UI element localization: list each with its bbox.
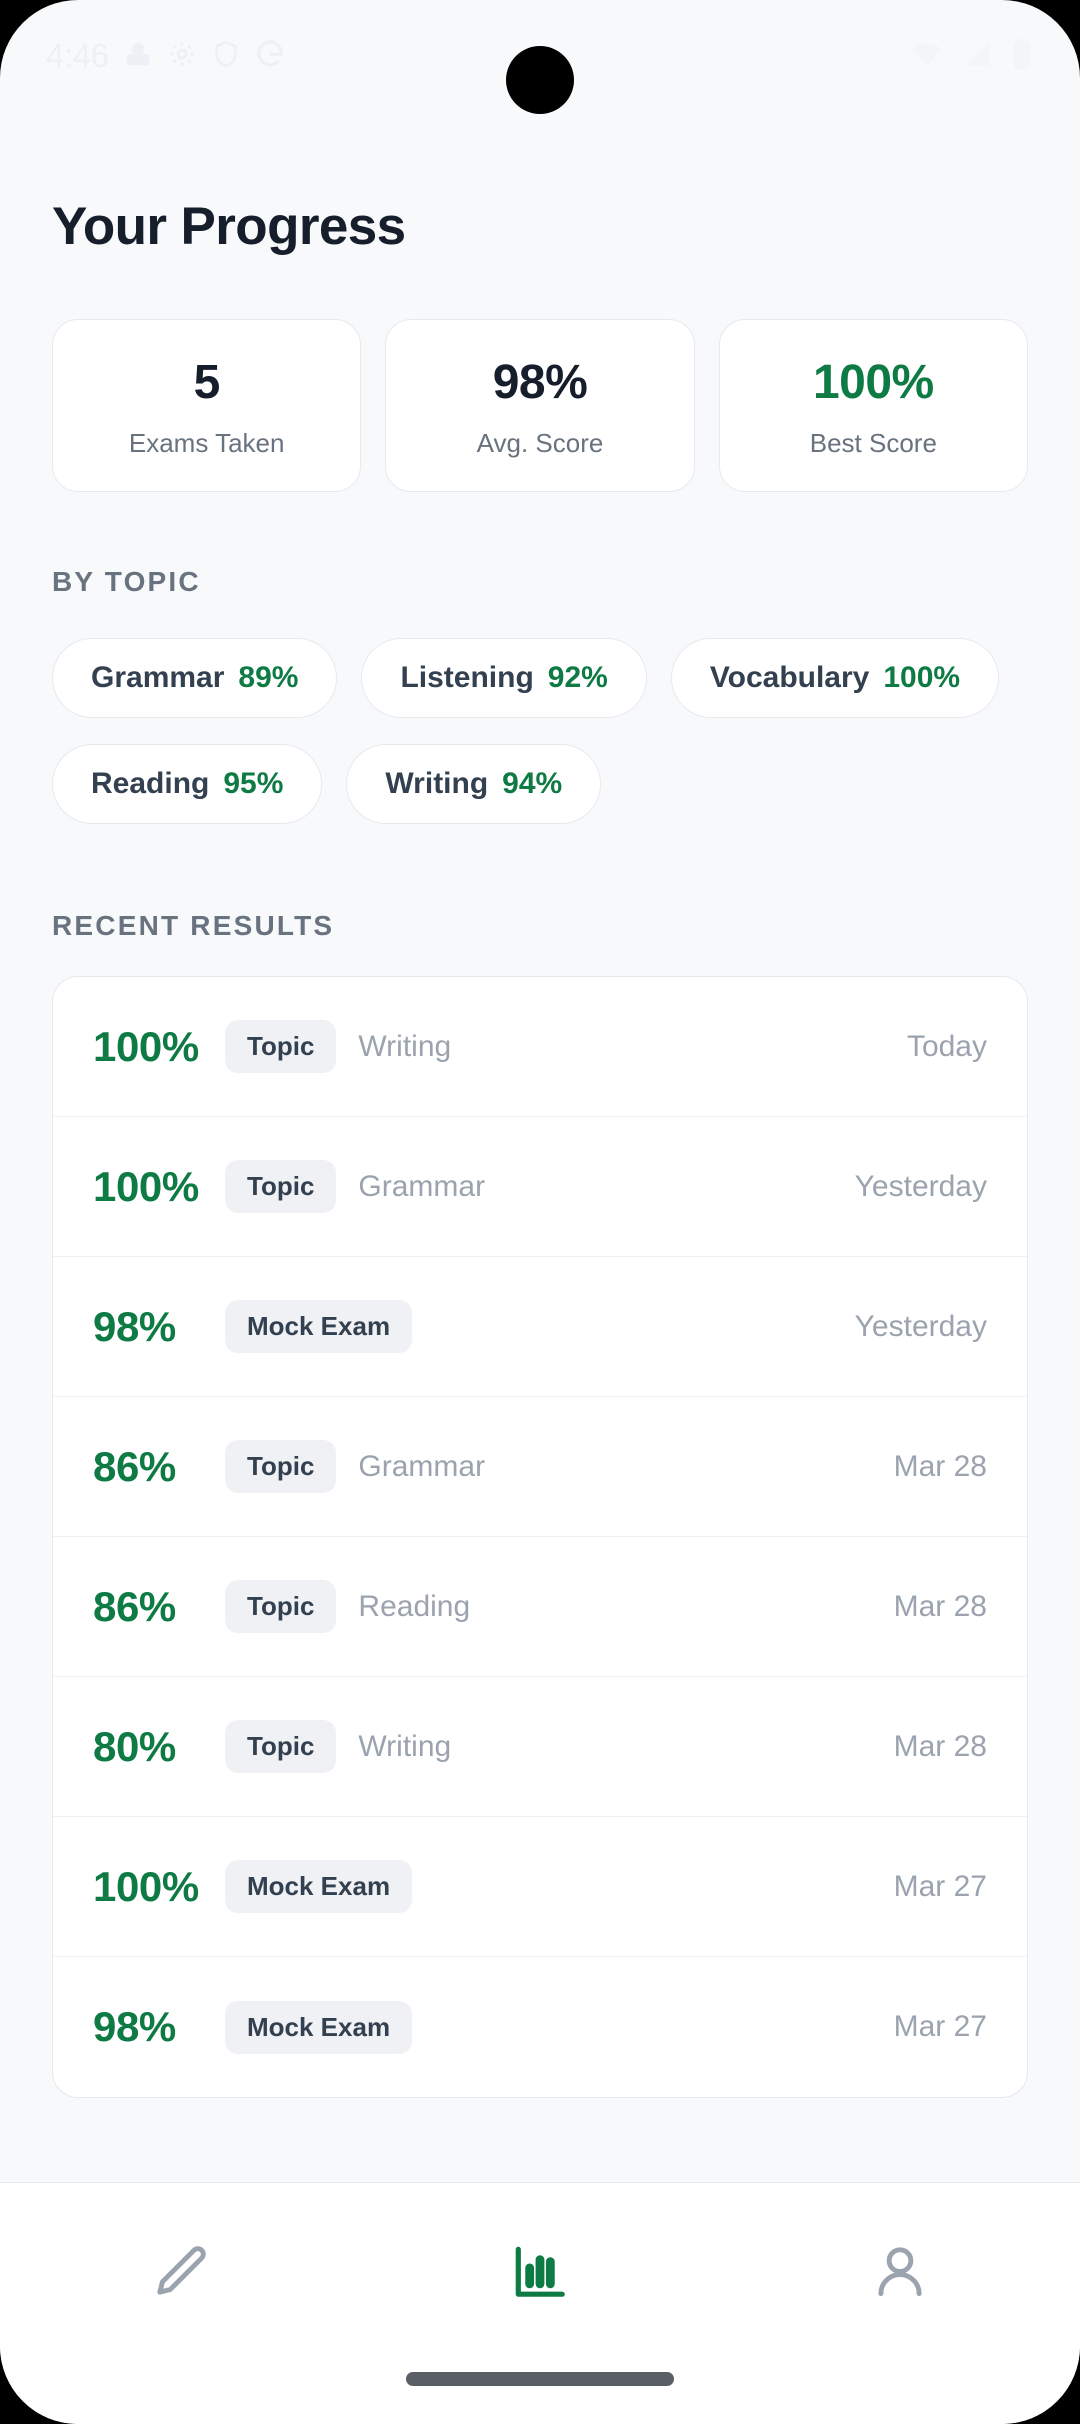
topic-chip-label: Vocabulary — [709, 661, 870, 695]
table-row[interactable]: 80% Topic Writing Mar 28 — [53, 1677, 1027, 1818]
topic-chip-label: Reading — [91, 767, 210, 801]
result-type-badge: Mock Exam — [225, 2000, 413, 2054]
nav-item-progress[interactable] — [360, 2183, 720, 2308]
result-type-badge: Topic — [225, 1160, 337, 1214]
result-date: Mar 27 — [893, 2010, 987, 2044]
topic-chip-percent: 95% — [223, 767, 284, 801]
wifi-icon — [910, 37, 944, 76]
result-score: 98% — [93, 1302, 176, 1350]
result-score: 86% — [93, 1582, 176, 1630]
topic-chip-reading[interactable]: Reading 95% — [52, 744, 323, 825]
result-topic: Grammar — [358, 1449, 486, 1483]
topic-chip-label: Grammar — [91, 661, 225, 695]
bar-chart-icon — [509, 2241, 571, 2308]
result-topic: Grammar — [358, 1169, 486, 1203]
result-type-badge: Mock Exam — [225, 1860, 413, 1914]
recent-results-list: 100% Topic Writing Today 100% Topic Gram… — [52, 976, 1028, 2099]
result-topic: Reading — [358, 1589, 471, 1623]
stat-label: Exams Taken — [128, 428, 285, 459]
section-heading-recent-results: RECENT RESULTS — [52, 910, 335, 942]
scroll-content[interactable]: Your Progress 5 Exams Taken 98% Avg. Sco… — [0, 112, 1080, 2182]
stat-value: 5 — [193, 356, 221, 409]
shield-icon — [211, 39, 241, 74]
person-icon — [869, 2241, 931, 2308]
topic-chip-percent: 100% — [883, 661, 961, 695]
nav-item-practice[interactable] — [0, 2183, 360, 2308]
nav-item-profile[interactable] — [720, 2183, 1080, 2308]
status-bar-right — [910, 37, 1034, 76]
result-date: Yesterday — [854, 1169, 987, 1203]
result-date: Mar 28 — [893, 1449, 987, 1483]
bottom-navigation-bar — [0, 2182, 1080, 2424]
stat-label: Avg. Score — [476, 428, 604, 459]
table-row[interactable]: 86% Topic Grammar Mar 28 — [53, 1397, 1027, 1538]
status-bar: 4:46 — [0, 0, 1080, 112]
stat-card-exams-taken: 5 Exams Taken — [52, 319, 362, 493]
result-type-badge: Topic — [225, 1720, 337, 1774]
result-date: Mar 28 — [893, 1729, 987, 1763]
table-row[interactable]: 98% Mock Exam Mar 27 — [53, 1957, 1027, 2097]
result-type-badge: Topic — [225, 1440, 337, 1494]
result-score: 100% — [93, 1162, 199, 1210]
page-title: Your Progress — [52, 197, 406, 256]
battery-icon — [1010, 37, 1034, 76]
result-date: Yesterday — [854, 1309, 987, 1343]
home-indicator[interactable] — [406, 2372, 674, 2386]
topic-chip-vocabulary[interactable]: Vocabulary 100% — [670, 638, 1000, 719]
camera-punch-hole — [506, 46, 574, 114]
topic-chip-percent: 92% — [547, 661, 608, 695]
result-score: 80% — [93, 1722, 176, 1770]
table-row[interactable]: 100% Topic Grammar Yesterday — [53, 1117, 1027, 1258]
topic-chip-percent: 89% — [238, 661, 299, 695]
topic-chip-percent: 94% — [502, 767, 563, 801]
stat-card-best-score: 100% Best Score — [718, 319, 1028, 493]
result-topic: Writing — [358, 1729, 452, 1763]
notification-icon — [123, 39, 153, 74]
status-clock: 4:46 — [46, 37, 109, 74]
table-row[interactable]: 86% Topic Reading Mar 28 — [53, 1537, 1027, 1678]
result-type-badge: Mock Exam — [225, 1300, 413, 1354]
stat-card-avg-score: 98% Avg. Score — [385, 319, 695, 493]
result-score: 100% — [93, 1862, 199, 1910]
topic-chip-label: Writing — [385, 767, 489, 801]
result-topic: Writing — [358, 1029, 452, 1063]
result-type-badge: Topic — [225, 1580, 337, 1634]
stat-value: 98% — [492, 356, 588, 409]
pencil-icon — [149, 2241, 211, 2308]
google-icon — [255, 39, 285, 74]
stat-label: Best Score — [809, 428, 937, 459]
settings-icon — [167, 39, 197, 74]
topic-chip-label: Listening — [400, 661, 534, 695]
table-row[interactable]: 98% Mock Exam Yesterday — [53, 1257, 1027, 1398]
result-score: 86% — [93, 1442, 176, 1490]
result-type-badge: Topic — [225, 1020, 337, 1074]
table-row[interactable]: 100% Mock Exam Mar 27 — [53, 1817, 1027, 1958]
section-heading-by-topic: BY TOPIC — [52, 566, 201, 598]
topic-chip-listening[interactable]: Listening 92% — [361, 638, 647, 719]
topic-chip-grammar[interactable]: Grammar 89% — [52, 638, 338, 719]
status-bar-left: 4:46 — [46, 37, 285, 75]
result-score: 98% — [93, 2003, 176, 2051]
table-row[interactable]: 100% Topic Writing Today — [53, 977, 1027, 1118]
result-date: Mar 27 — [893, 1869, 987, 1903]
result-date: Today — [906, 1029, 987, 1063]
result-date: Mar 28 — [893, 1589, 987, 1623]
topic-chip-list: Grammar 89% Listening 92% Vocabulary 100… — [52, 638, 1028, 825]
result-score: 100% — [93, 1022, 199, 1070]
stat-value: 100% — [812, 356, 934, 409]
cell-signal-icon — [960, 37, 994, 76]
topic-chip-writing[interactable]: Writing 94% — [346, 744, 602, 825]
stats-row: 5 Exams Taken 98% Avg. Score 100% Best S… — [52, 319, 1028, 493]
